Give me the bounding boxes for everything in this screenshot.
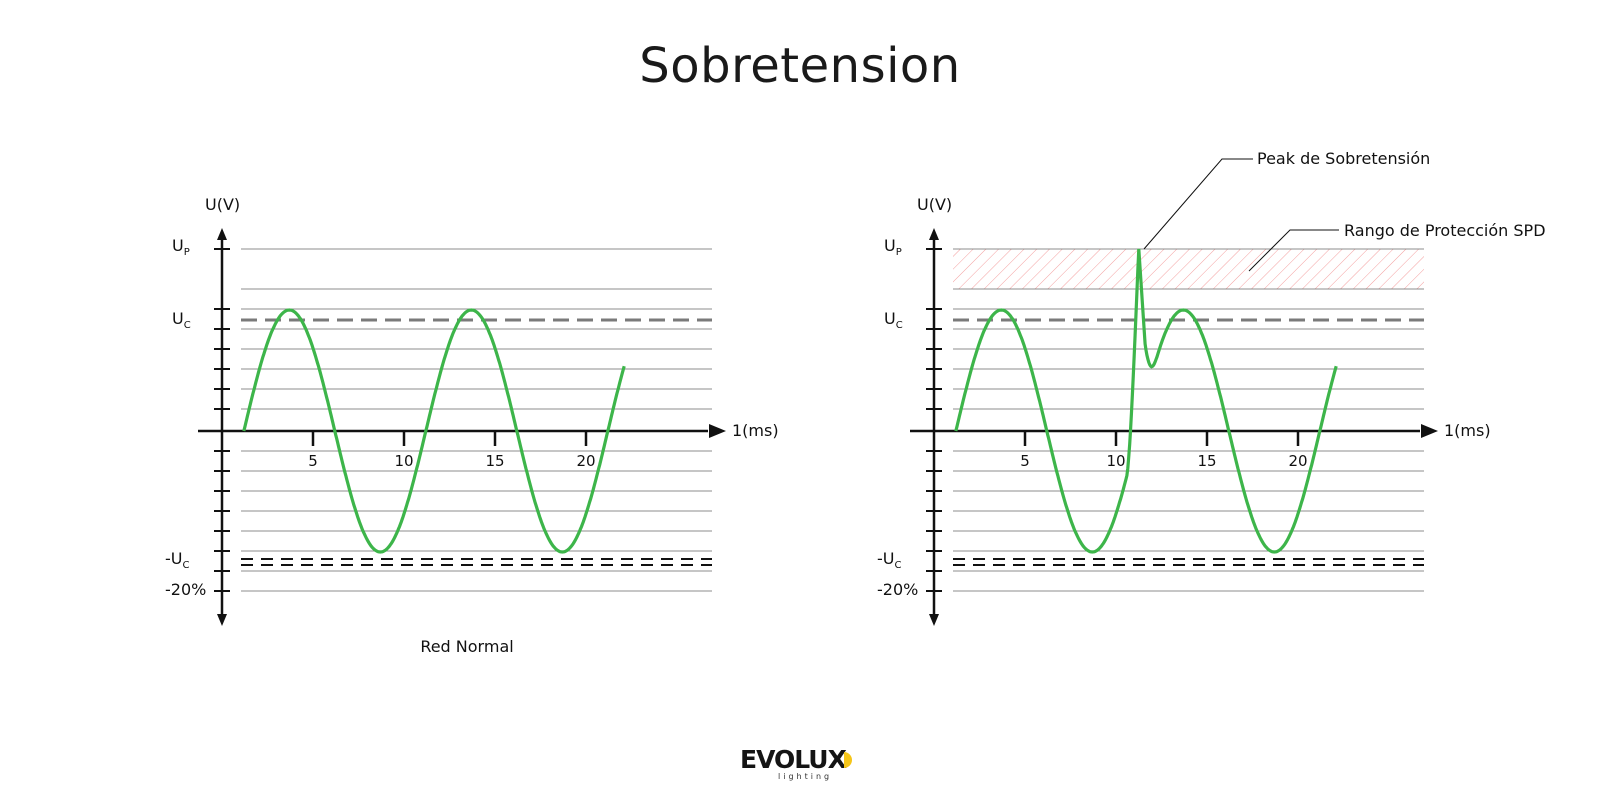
x-axis-label: 1(ms) [1444,421,1491,440]
x-axis-arrow [709,424,726,438]
x-ticks: 5 10 15 20 [308,431,596,470]
y-ticks [926,248,942,592]
y-ticks [214,248,230,592]
logo-subtitle: lighting [778,772,833,781]
neg-uc-label: -UC [877,549,901,571]
x-tick-label: 10 [394,452,413,470]
grid-lines [241,248,712,592]
voltage-wave-with-surge [954,248,1338,554]
y-axis-arrow-up [929,228,939,240]
x-tick-label: 15 [1197,452,1216,470]
x-tick-label: 20 [576,452,595,470]
x-tick-label: 10 [1106,452,1125,470]
up-label: UP [172,236,190,258]
y-axis-arrow-down [217,614,227,626]
panel-surge: 5 10 15 20 Peak de Sobretensión Rango de Pr… [877,149,1546,626]
x-tick-label: 15 [485,452,504,470]
x-ticks: 5 10 15 20 [1020,431,1308,470]
evolux-logo-icon [844,752,852,768]
neg-uc-label: -UC [165,549,189,571]
spd-leader-line [1248,229,1339,272]
uc-label: UC [884,309,903,331]
voltage-wave [242,308,626,554]
panel-caption: Red Normal [420,637,513,656]
neg20-label: -20% [165,580,206,599]
x-tick-label: 5 [308,452,318,470]
y-axis-label: U(V) [205,195,240,214]
x-axis-label: 1(ms) [732,421,779,440]
peak-leader-line [1143,158,1253,250]
evolux-logo: EVOLUX lighting [740,746,860,786]
up-label: UP [884,236,902,258]
x-axis-arrow [1421,424,1438,438]
x-tick-label: 20 [1288,452,1307,470]
peak-annotation: Peak de Sobretensión [1257,149,1430,168]
y-axis-arrow-down [929,614,939,626]
y-axis-label: U(V) [917,195,952,214]
logo-wordmark: EVOLUX [740,745,847,774]
x-tick-label: 5 [1020,452,1030,470]
page-title: Sobretension [639,38,961,94]
y-axis-arrow-up [217,228,227,240]
spd-range-annotation: Rango de Protección SPD [1344,221,1546,240]
spd-protection-band [953,249,1424,289]
panel-normal: 5 10 15 20 U(V) 1(ms) UP UC -UC -20% Red No… [165,195,779,656]
grid-lines [953,248,1424,592]
neg20-label: -20% [877,580,918,599]
uc-label: UC [172,309,191,331]
